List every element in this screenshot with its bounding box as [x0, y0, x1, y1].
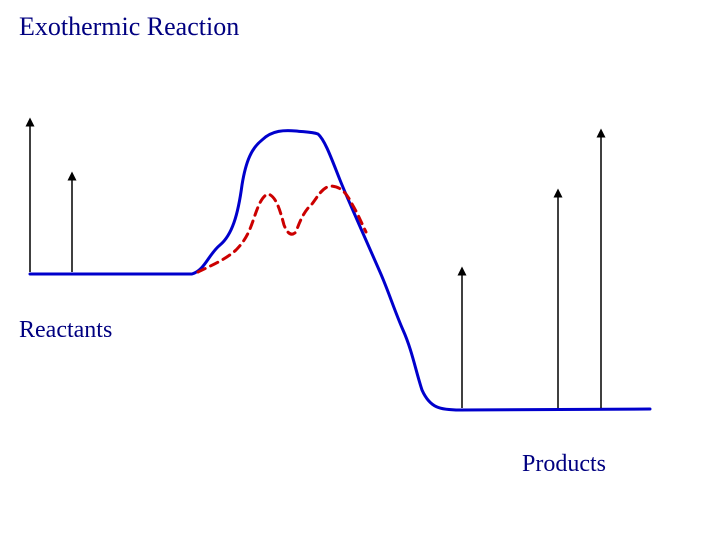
- reactants-label: Reactants: [19, 317, 113, 343]
- uncatalyzed-curve: [28, 129, 652, 412]
- catalyzed-curve: [196, 184, 368, 274]
- products-label: Products: [522, 451, 606, 477]
- page-title: Exothermic Reaction: [19, 12, 240, 41]
